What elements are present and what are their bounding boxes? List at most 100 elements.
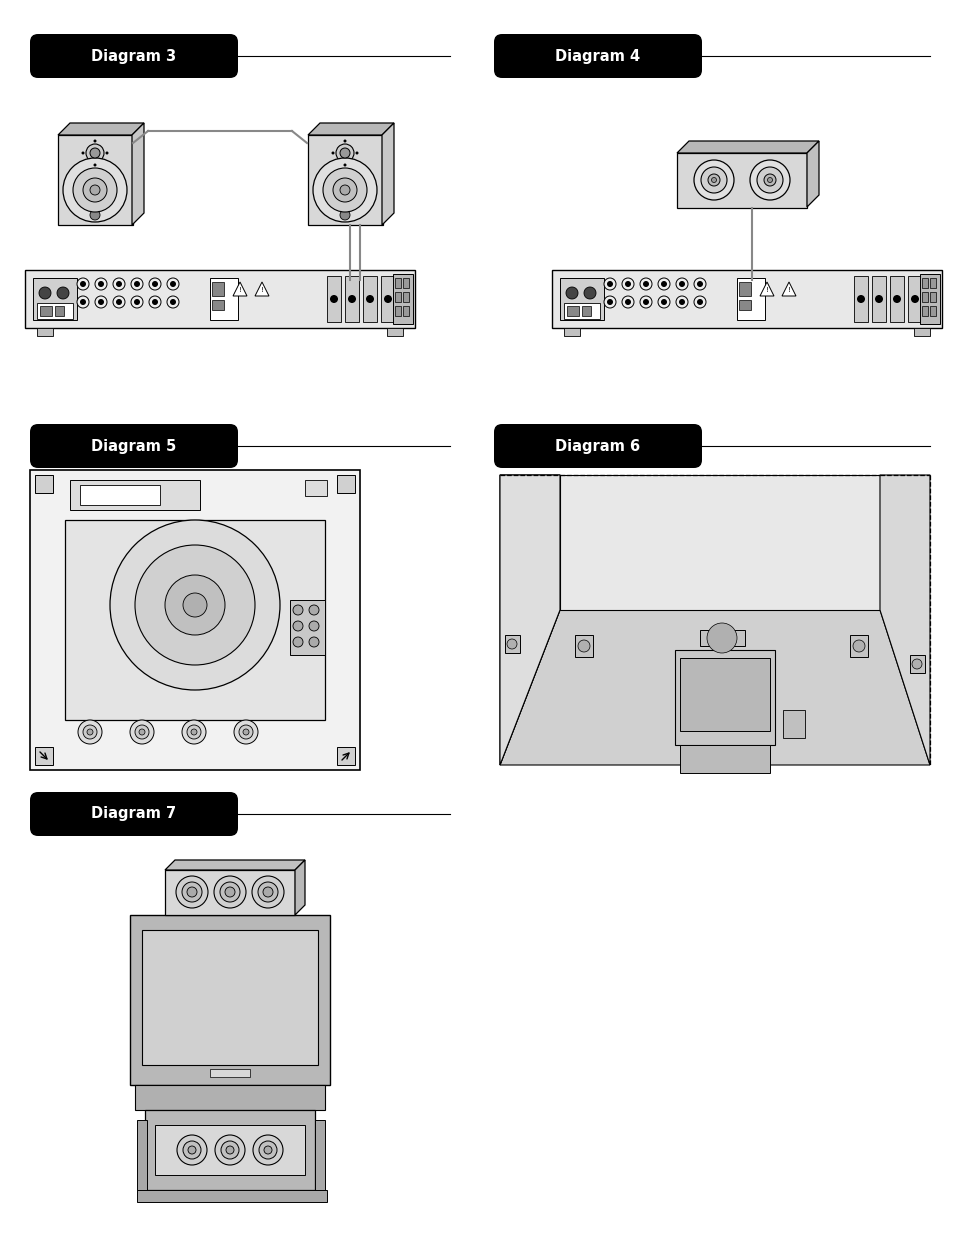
Circle shape xyxy=(624,299,630,305)
Polygon shape xyxy=(294,860,305,915)
Circle shape xyxy=(697,299,702,305)
Bar xyxy=(563,303,599,319)
Bar xyxy=(889,275,903,322)
Circle shape xyxy=(135,725,149,739)
Circle shape xyxy=(188,1146,195,1153)
Circle shape xyxy=(263,887,273,897)
Circle shape xyxy=(757,167,782,193)
Circle shape xyxy=(177,1135,207,1165)
Circle shape xyxy=(693,278,705,290)
Circle shape xyxy=(152,282,158,287)
Circle shape xyxy=(621,296,634,308)
Circle shape xyxy=(225,887,234,897)
Bar xyxy=(402,306,409,316)
Circle shape xyxy=(170,282,175,287)
Circle shape xyxy=(253,1135,283,1165)
Bar xyxy=(130,915,330,1086)
Circle shape xyxy=(63,158,127,222)
Polygon shape xyxy=(781,282,795,296)
Circle shape xyxy=(603,296,616,308)
Circle shape xyxy=(313,158,376,222)
FancyBboxPatch shape xyxy=(494,424,701,468)
Bar xyxy=(65,520,325,720)
Circle shape xyxy=(660,282,666,287)
Bar xyxy=(363,275,376,322)
Circle shape xyxy=(110,520,280,690)
Text: !: ! xyxy=(238,287,241,293)
Circle shape xyxy=(152,299,158,305)
Bar xyxy=(921,291,927,303)
Circle shape xyxy=(182,882,202,902)
Circle shape xyxy=(323,168,367,212)
Circle shape xyxy=(135,545,254,664)
Bar xyxy=(387,329,402,336)
Bar xyxy=(402,278,409,288)
Text: Diagram 4: Diagram 4 xyxy=(555,48,639,63)
Circle shape xyxy=(711,178,716,183)
Circle shape xyxy=(642,282,648,287)
Circle shape xyxy=(264,1146,272,1153)
Circle shape xyxy=(112,278,125,290)
Circle shape xyxy=(149,296,161,308)
Bar xyxy=(345,275,358,322)
Circle shape xyxy=(506,638,517,650)
Bar xyxy=(700,630,744,646)
Circle shape xyxy=(83,178,107,203)
Circle shape xyxy=(676,296,687,308)
Bar xyxy=(393,274,413,324)
Circle shape xyxy=(116,299,122,305)
Bar xyxy=(40,306,52,316)
Circle shape xyxy=(93,163,96,167)
Circle shape xyxy=(355,152,358,154)
Bar xyxy=(25,270,415,329)
Bar xyxy=(921,306,927,316)
Circle shape xyxy=(90,185,100,195)
Circle shape xyxy=(226,1146,233,1153)
Text: !: ! xyxy=(764,287,767,293)
Circle shape xyxy=(700,167,726,193)
Circle shape xyxy=(167,296,179,308)
Bar xyxy=(504,635,519,653)
Bar xyxy=(921,278,927,288)
Bar xyxy=(566,306,578,316)
Circle shape xyxy=(293,621,303,631)
Circle shape xyxy=(606,299,613,305)
Bar xyxy=(165,869,294,915)
Bar xyxy=(581,306,590,316)
Circle shape xyxy=(233,720,257,743)
FancyBboxPatch shape xyxy=(30,792,237,836)
Bar xyxy=(737,278,764,320)
Bar xyxy=(739,300,750,310)
Circle shape xyxy=(293,637,303,647)
Circle shape xyxy=(335,144,354,162)
Polygon shape xyxy=(254,282,269,296)
Circle shape xyxy=(98,282,104,287)
Circle shape xyxy=(183,1141,201,1158)
Bar xyxy=(909,655,924,673)
Bar xyxy=(395,278,400,288)
Circle shape xyxy=(339,185,350,195)
Circle shape xyxy=(309,621,318,631)
Circle shape xyxy=(213,876,246,908)
Polygon shape xyxy=(677,141,818,153)
Circle shape xyxy=(384,295,392,303)
Bar xyxy=(58,135,132,225)
Bar xyxy=(55,306,64,316)
Bar xyxy=(907,275,921,322)
Polygon shape xyxy=(806,141,818,207)
Circle shape xyxy=(87,729,92,735)
Bar xyxy=(402,291,409,303)
Bar xyxy=(37,303,73,319)
Circle shape xyxy=(214,1135,245,1165)
Circle shape xyxy=(131,278,143,290)
Circle shape xyxy=(80,299,86,305)
Bar xyxy=(679,745,769,773)
Circle shape xyxy=(856,295,864,303)
Polygon shape xyxy=(381,124,394,225)
Bar xyxy=(210,278,237,320)
Polygon shape xyxy=(308,124,394,135)
Bar xyxy=(70,480,200,510)
Bar xyxy=(154,1125,305,1174)
Bar xyxy=(137,1191,327,1202)
Bar xyxy=(929,306,935,316)
